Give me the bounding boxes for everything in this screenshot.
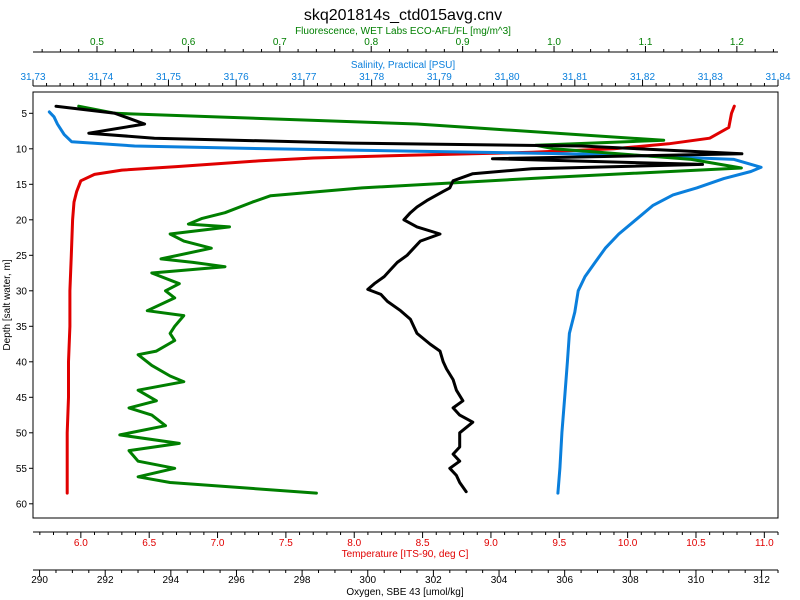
- depth-tick-label: 45: [16, 393, 28, 404]
- salinity-tick-label: 31.77: [291, 72, 316, 83]
- oxygen-tick-label: 292: [97, 575, 114, 586]
- depth-axis-ticks: 5 10 15 20 25 30 35 40 45 50 55 60: [16, 109, 33, 510]
- oxygen-tick-label: 296: [228, 575, 245, 586]
- depth-tick-label: 25: [16, 251, 28, 262]
- temperature-tick-label: 6.5: [142, 538, 156, 549]
- oxygen-tick-label: 302: [425, 575, 442, 586]
- fluorescence-tick-label: 0.9: [456, 37, 470, 48]
- depth-tick-label: 30: [16, 286, 28, 297]
- temperature-tick-label: 6.0: [74, 538, 88, 549]
- oxygen-tick-label: 300: [359, 575, 376, 586]
- depth-tick-label: 55: [16, 464, 28, 475]
- fluorescence-profile-line: [77, 104, 743, 495]
- fluorescence-axis-label: Fluorescence, WET Labs ECO-AFL/FL [mg/m^…: [295, 26, 511, 37]
- oxygen-tick-label: 310: [688, 575, 705, 586]
- salinity-tick-label: 31.82: [630, 72, 655, 83]
- oxygen-tick-label: 298: [294, 575, 311, 586]
- depth-axis-label: Depth [salt water, m]: [2, 259, 13, 350]
- temperature-tick-label: 7.0: [211, 538, 225, 549]
- salinity-tick-label: 31.76: [224, 72, 249, 83]
- temperature-tick-label: 10.0: [618, 538, 638, 549]
- oxygen-axis-label: Oxygen, SBE 43 [umol/kg]: [346, 587, 464, 598]
- depth-tick-label: 50: [16, 428, 28, 439]
- fluorescence-tick-label: 0.8: [364, 37, 378, 48]
- fluorescence-tick-label: 1.2: [730, 37, 744, 48]
- temperature-profile-line: [65, 104, 736, 495]
- temperature-tick-label: 8.0: [347, 538, 361, 549]
- salinity-tick-label: 31.74: [88, 72, 113, 83]
- oxygen-tick-label: 294: [162, 575, 179, 586]
- temperature-tick-label: 10.5: [686, 538, 706, 549]
- fluorescence-tick-label: 0.5: [90, 37, 104, 48]
- salinity-tick-label: 31.83: [698, 72, 723, 83]
- fluorescence-tick-label: 0.7: [273, 37, 287, 48]
- depth-tick-label: 5: [21, 109, 27, 120]
- temperature-tick-label: 9.0: [484, 538, 498, 549]
- temperature-tick-label: 8.5: [416, 538, 430, 549]
- fluorescence-tick-label: 1.0: [547, 37, 561, 48]
- temperature-tick-label: 7.5: [279, 538, 293, 549]
- oxygen-tick-label: 290: [31, 575, 48, 586]
- oxygen-tick-label: 308: [622, 575, 639, 586]
- oxygen-tick-label: 306: [556, 575, 573, 586]
- oxygen-tick-label: 304: [491, 575, 508, 586]
- fluorescence-axis-ticks: 0.5 0.6 0.7 0.8 0.9 1.0 1.1 1.2: [33, 37, 778, 53]
- oxygen-tick-label: 312: [753, 575, 770, 586]
- salinity-tick-label: 31.84: [765, 72, 790, 83]
- temperature-tick-label: 9.5: [552, 538, 566, 549]
- plot-frame: [32, 91, 779, 519]
- salinity-tick-label: 31.81: [562, 72, 587, 83]
- chart-title: skq201814s_ctd015avg.cnv: [304, 7, 502, 24]
- fluorescence-tick-label: 0.6: [181, 37, 195, 48]
- depth-tick-label: 60: [16, 499, 28, 510]
- depth-tick-label: 40: [16, 357, 28, 368]
- fluorescence-tick-label: 1.1: [639, 37, 653, 48]
- salinity-tick-label: 31.75: [156, 72, 181, 83]
- salinity-tick-label: 31.80: [495, 72, 520, 83]
- oxygen-profile-line: [54, 104, 744, 494]
- temperature-axis-ticks: 6.0 6.5 7.0 7.5 8.0 8.5 9.0 9.5 10.0 10.5 11.0: [33, 531, 779, 549]
- depth-tick-label: 20: [16, 215, 28, 226]
- temperature-tick-label: 11.0: [755, 538, 774, 549]
- salinity-tick-label: 31.78: [359, 72, 384, 83]
- salinity-profile-line: [47, 110, 763, 495]
- salinity-tick-label: 31.79: [427, 72, 452, 83]
- depth-tick-label: 35: [16, 322, 28, 333]
- oxygen-axis-ticks: 290 292 294 296 298 300 302 304 306 308 310 312: [31, 569, 779, 586]
- salinity-axis-label: Salinity, Practical [PSU]: [351, 60, 456, 71]
- temperature-axis-label: Temperature [ITS-90, deg C]: [342, 549, 469, 560]
- depth-tick-label: 15: [16, 180, 28, 191]
- series-layer: [47, 104, 763, 495]
- depth-tick-label: 10: [16, 144, 28, 155]
- salinity-tick-label: 31.73: [20, 72, 45, 83]
- salinity-axis-ticks: 31.73 31.74 31.75 31.76 31.77 31.78 31.79 31.80…: [20, 72, 791, 87]
